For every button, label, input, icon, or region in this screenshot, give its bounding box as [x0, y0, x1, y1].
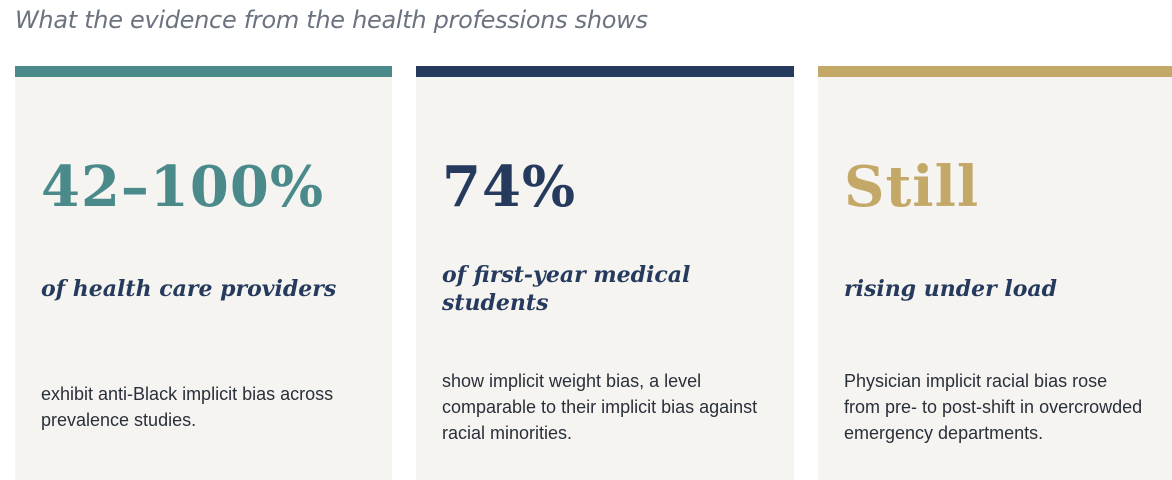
stat-body: Physician implicit racial bias rose from…	[844, 346, 1144, 468]
stat-subtitle: of health care providers	[41, 256, 341, 322]
subtitle-text: of first-year medical students	[442, 262, 691, 316]
accent-bar	[15, 66, 392, 77]
subtitle-text: of health care providers	[41, 276, 337, 302]
stat-text: Still	[844, 154, 980, 220]
subtitle-text: rising under load	[844, 276, 1058, 302]
stat-value: 74%	[442, 146, 778, 228]
stat-text: 42–100%	[41, 154, 325, 220]
page-title: What the evidence from the health profes…	[15, 6, 648, 34]
body-text: exhibit anti-Black implicit bias across …	[41, 384, 334, 430]
stat-value: 42–100%	[41, 146, 376, 228]
accent-bar	[818, 66, 1172, 77]
body-text: show implicit weight bias, a level compa…	[442, 371, 758, 443]
stat-body: exhibit anti-Black implicit bias across …	[41, 346, 361, 468]
stat-subtitle: rising under load	[844, 256, 1144, 322]
body-text: Physician implicit racial bias rose from…	[844, 371, 1143, 443]
stat-card: 42–100% of health care providers exhibit…	[15, 66, 392, 480]
stat-subtitle: of first-year medical students	[442, 256, 742, 322]
accent-bar	[416, 66, 794, 77]
stat-body: show implicit weight bias, a level compa…	[442, 346, 762, 468]
stat-value: Still	[844, 146, 1156, 228]
stat-card: Still rising under load Physician implic…	[818, 66, 1172, 480]
stat-card: 74% of first-year medical students show …	[416, 66, 794, 480]
stat-text: 74%	[442, 154, 577, 220]
